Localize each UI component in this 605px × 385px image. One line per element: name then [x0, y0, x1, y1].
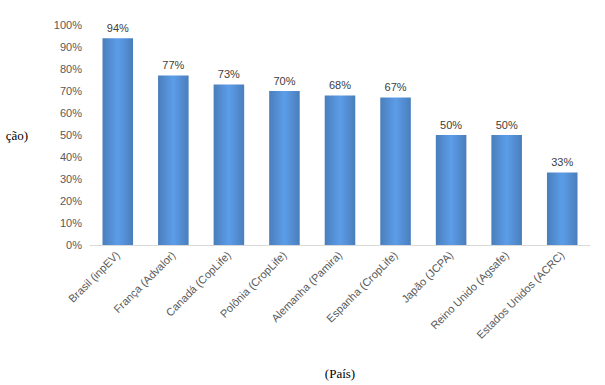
svg-text:França (Advalor): França (Advalor)	[111, 248, 178, 316]
svg-text:30%: 30%	[60, 173, 82, 185]
svg-text:40%: 40%	[60, 151, 82, 163]
svg-text:Canadá (CopLife): Canadá (CopLife)	[163, 248, 234, 319]
svg-text:50%: 50%	[496, 119, 518, 131]
svg-text:80%: 80%	[60, 63, 82, 75]
svg-text:Japão (JCPA): Japão (JCPA)	[399, 249, 455, 305]
svg-text:77%: 77%	[162, 59, 184, 71]
svg-text:50%: 50%	[60, 129, 82, 141]
svg-text:90%: 90%	[60, 41, 82, 53]
svg-text:60%: 60%	[60, 107, 82, 119]
svg-text:10%: 10%	[60, 217, 82, 229]
svg-text:100%: 100%	[54, 19, 82, 31]
svg-text:Espanha (CropLife): Espanha (CropLife)	[324, 249, 400, 325]
svg-text:ção): ção)	[6, 128, 28, 143]
svg-text:Alemanha (Pamira): Alemanha (Pamira)	[268, 248, 345, 325]
svg-text:0%: 0%	[66, 239, 82, 251]
svg-text:70%: 70%	[60, 85, 82, 97]
svg-text:94%: 94%	[107, 22, 129, 34]
svg-text:50%: 50%	[440, 119, 462, 131]
svg-text:67%: 67%	[385, 81, 407, 93]
svg-text:Polônia (CropLife): Polônia (CropLife)	[217, 248, 289, 320]
svg-text:73%: 73%	[218, 68, 240, 80]
svg-text:Brasil (inpEV): Brasil (inpEV)	[66, 249, 122, 305]
svg-text:Estados Unidos (ACRC): Estados Unidos (ACRC)	[474, 249, 566, 341]
svg-text:(País): (País)	[325, 366, 355, 381]
svg-text:33%: 33%	[551, 156, 573, 168]
svg-text:70%: 70%	[273, 75, 295, 87]
svg-text:Reino Unido (Agsafe): Reino Unido (Agsafe)	[428, 248, 511, 332]
svg-text:20%: 20%	[60, 195, 82, 207]
svg-text:68%: 68%	[329, 79, 351, 91]
